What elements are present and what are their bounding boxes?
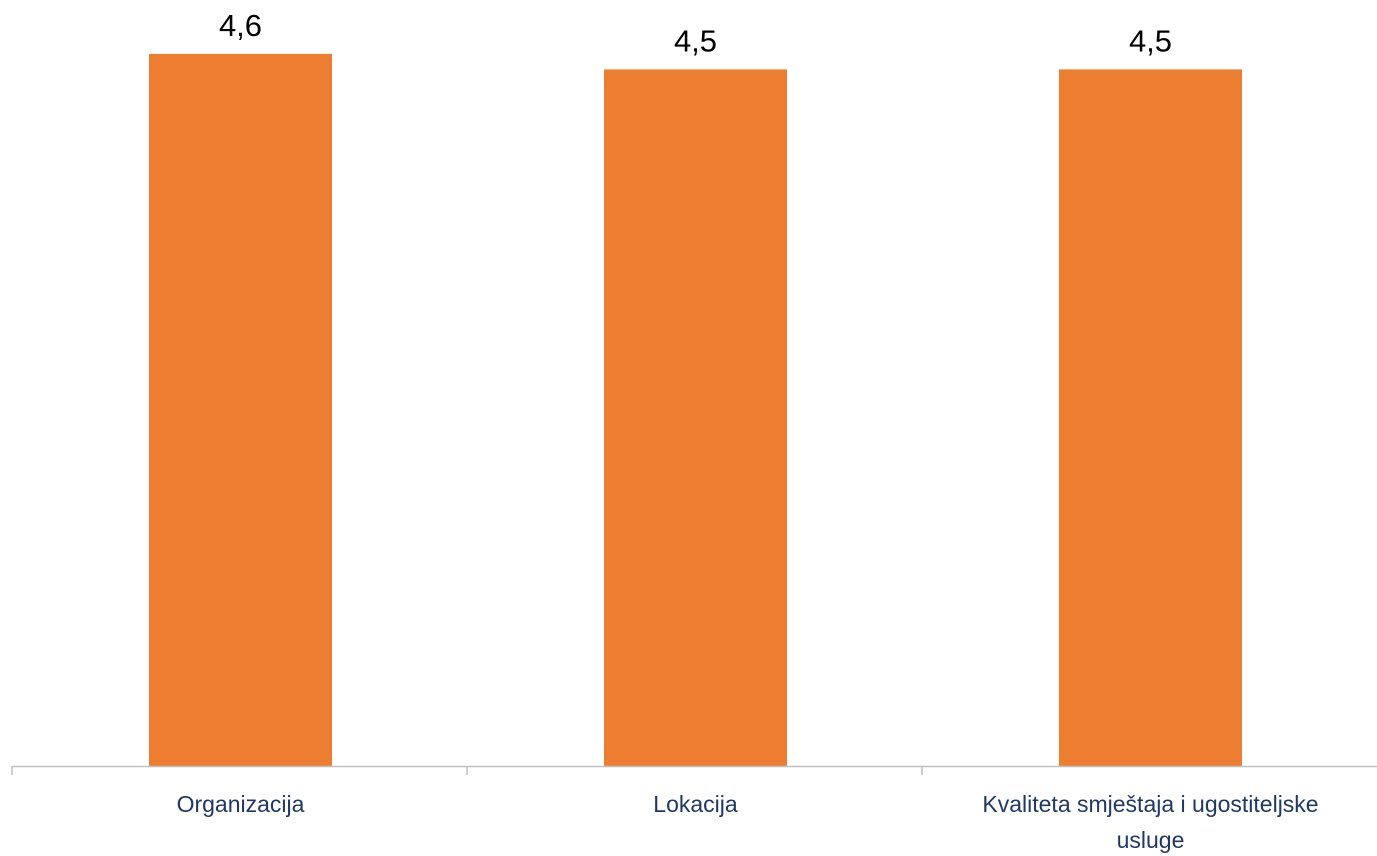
category-label-3-line-1: Kvaliteta smještaja i ugostiteljske <box>982 791 1318 817</box>
bars-group <box>149 53 1242 766</box>
category-labels-group: Organizacija Lokacija Kvaliteta smještaja … <box>177 791 1319 853</box>
data-label-1: 4,6 <box>219 8 262 43</box>
data-labels-group: 4,6 4,5 4,5 <box>219 8 1172 59</box>
category-label-2: Lokacija <box>653 791 738 817</box>
category-label-2-line-1: Lokacija <box>653 791 738 817</box>
category-label-1-line-1: Organizacija <box>177 791 305 817</box>
bar-3 <box>1059 69 1242 766</box>
bar-1 <box>149 53 332 766</box>
bar-2 <box>604 69 787 766</box>
data-label-2: 4,5 <box>674 23 717 58</box>
category-label-3-line-2: usluge <box>1117 827 1185 853</box>
x-axis <box>11 765 1377 775</box>
category-label-3: Kvaliteta smještaja i ugostiteljske uslug… <box>982 791 1318 853</box>
data-label-3: 4,5 <box>1129 23 1172 58</box>
category-label-1: Organizacija <box>177 791 305 817</box>
